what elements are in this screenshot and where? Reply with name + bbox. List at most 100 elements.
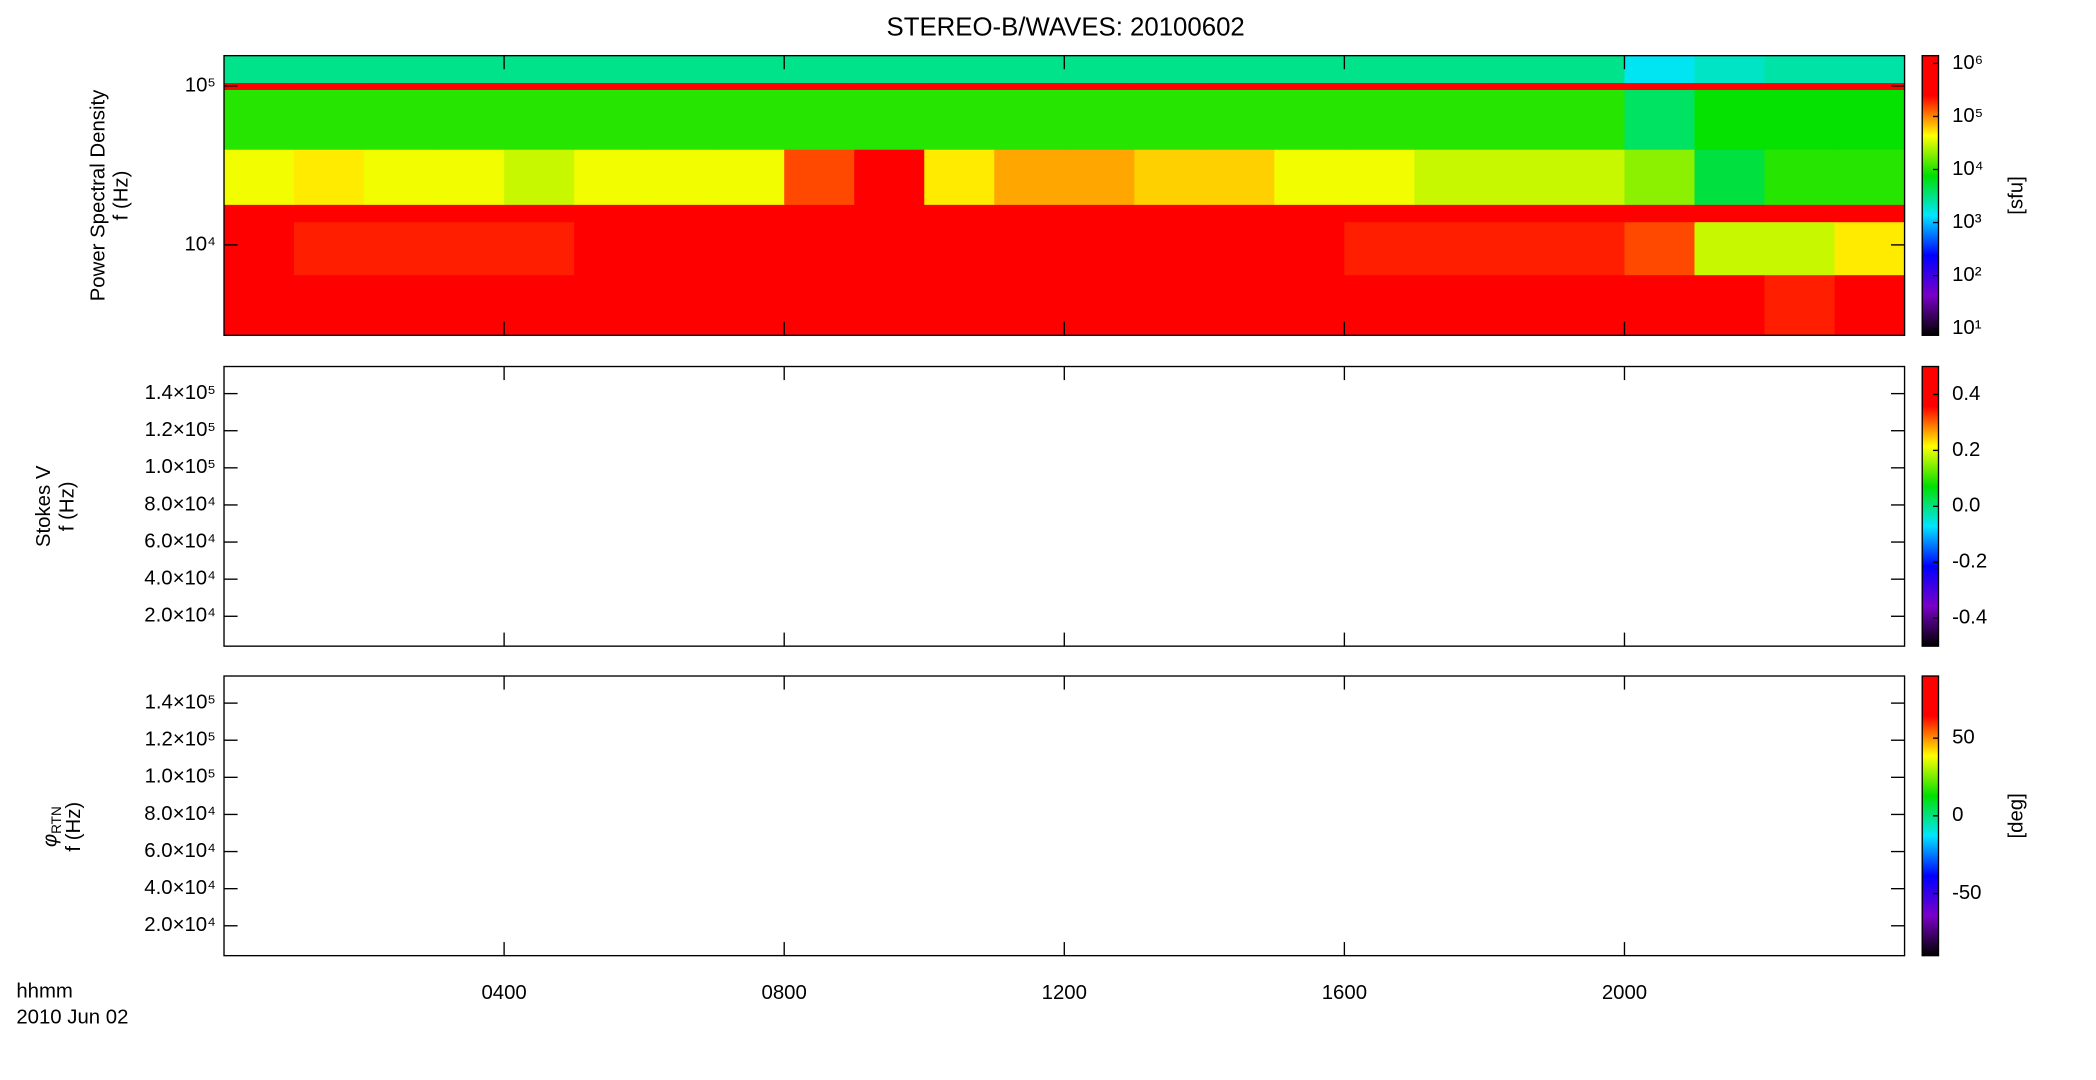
heatmap-cell: [1134, 149, 1205, 205]
heatmap-cell: [1064, 55, 1135, 84]
heatmap-cell: [434, 204, 505, 223]
heatmap-cell: [1414, 55, 1485, 84]
y-axis-label: f (Hz): [56, 481, 78, 531]
heatmap-cell: [1134, 204, 1205, 223]
y-tick-label: 10⁴: [184, 233, 215, 255]
heatmap-cell: [1694, 204, 1766, 223]
heatmap-cell: [1624, 149, 1696, 205]
x-tick-label: 1200: [1042, 982, 1087, 1004]
heatmap-cell: [224, 221, 295, 276]
heatmap-cell: [644, 204, 715, 223]
heatmap-cell: [1484, 55, 1555, 84]
heatmap-cell: [224, 82, 295, 90]
heatmap-cell: [1064, 221, 1135, 276]
heatmap-cell: [1344, 55, 1415, 84]
heatmap-cell: [1344, 274, 1415, 336]
heatmap-cell: [1344, 82, 1415, 90]
y-tick-label: 8.0×10⁴: [144, 493, 216, 515]
heatmap-cell: [1484, 204, 1555, 223]
y-axis-symbol: φ: [40, 834, 62, 847]
colorbar-tick-label: -0.4: [1952, 607, 1987, 629]
heatmap-cell: [364, 149, 435, 205]
heatmap-cell: [504, 274, 575, 336]
heatmap-cell: [924, 55, 995, 84]
heatmap-cell: [644, 149, 715, 205]
heatmap-cell: [714, 149, 785, 205]
heatmap-cell: [784, 204, 855, 223]
colorbar-tick-label: 0.0: [1952, 495, 1980, 517]
heatmap-cell: [714, 221, 785, 276]
y-tick-label: 1.2×10⁵: [145, 419, 216, 441]
heatmap-cell: [1624, 221, 1696, 276]
heatmap-cell: [1484, 221, 1555, 276]
heatmap-cell: [574, 204, 645, 223]
heatmap-cell: [1764, 55, 1836, 84]
y-tick-label: 10⁵: [185, 74, 216, 96]
heatmap-cell: [364, 82, 435, 90]
heatmap-cell: [924, 82, 995, 90]
heatmap-cell: [434, 89, 505, 150]
heatmap-cell: [294, 221, 365, 276]
heatmap-cell: [574, 89, 645, 150]
heatmap-cell: [504, 149, 575, 205]
heatmap-cell: [294, 89, 365, 150]
heatmap-cell: [574, 82, 645, 90]
heatmap-cell: [1134, 82, 1205, 90]
plot-frame: [223, 365, 1906, 647]
y-axis-label: f (Hz): [111, 171, 133, 221]
heatmap-cell: [784, 221, 855, 276]
heatmap-cell: [574, 274, 645, 336]
heatmap-cell: [504, 82, 575, 90]
heatmap-cell: [1554, 149, 1626, 205]
heatmap-cell: [224, 89, 295, 150]
heatmap-cell: [1274, 274, 1345, 336]
heatmap-cell: [434, 55, 505, 84]
heatmap-cell: [924, 89, 995, 150]
heatmap-cell: [1694, 274, 1766, 336]
heatmap-cell: [1204, 221, 1275, 276]
y-tick-label: 1.2×10⁵: [145, 729, 216, 751]
heatmap-cell: [1344, 221, 1415, 276]
heatmap-cell: [1764, 274, 1836, 336]
heatmap-cell: [1204, 55, 1275, 84]
heatmap-cell: [1484, 82, 1555, 90]
heatmap-cell: [224, 55, 295, 84]
heatmap-cell: [434, 149, 505, 205]
heatmap-cell: [854, 89, 925, 150]
heatmap-cell: [1274, 221, 1345, 276]
heatmap-cell: [1134, 221, 1205, 276]
heatmap-cell: [574, 149, 645, 205]
heatmap-cell: [1694, 82, 1766, 90]
colorbar-label: [sfu]: [2006, 176, 2028, 214]
heatmap-cell: [1414, 149, 1485, 205]
heatmap-cell: [434, 274, 505, 336]
heatmap-cell: [1554, 55, 1626, 84]
heatmap-cell: [644, 221, 715, 276]
y-tick-label: 6.0×10⁴: [144, 530, 216, 552]
colorbar-tick-label: 10³: [1952, 211, 1982, 233]
colorbar-tick-label: 10¹: [1952, 317, 1982, 339]
y-tick-label: 1.0×10⁵: [145, 456, 216, 478]
heatmap-cell: [924, 204, 995, 223]
heatmap-cell: [784, 274, 855, 336]
colorbar-tick-label: 10⁴: [1952, 158, 1983, 180]
x-tick-label: 0400: [481, 982, 526, 1004]
heatmap-cell: [994, 89, 1065, 150]
heatmap-cell: [994, 82, 1065, 90]
heatmap-cell: [504, 55, 575, 84]
y-tick-label: 1.4×10⁵: [145, 691, 216, 713]
heatmap-cell: [1134, 274, 1205, 336]
y-tick-label: 6.0×10⁴: [144, 840, 216, 862]
colorbar-tick-label: 10²: [1952, 264, 1982, 286]
heatmap-cell: [1834, 89, 1906, 150]
colorbar-tick-label: 0.2: [1952, 439, 1980, 461]
heatmap-cell: [574, 55, 645, 84]
heatmap-cell: [644, 82, 715, 90]
heatmap-cell: [924, 221, 995, 276]
heatmap-cell: [714, 274, 785, 336]
heatmap-cell: [784, 149, 855, 205]
heatmap-cell: [1834, 221, 1906, 276]
heatmap-cell: [364, 89, 435, 150]
heatmap-cell: [1064, 204, 1135, 223]
